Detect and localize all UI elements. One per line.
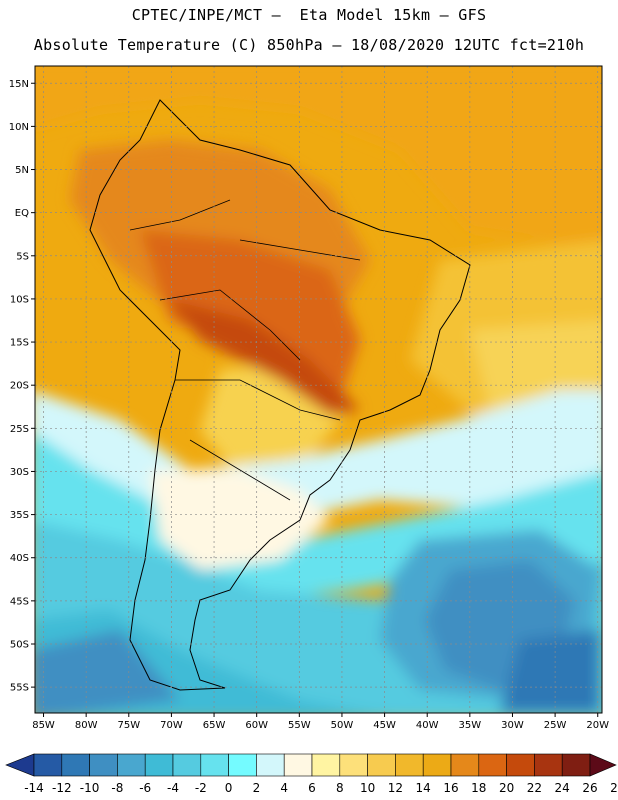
colorbar-swatch (61, 753, 90, 777)
lat-tick-label: 35S (10, 510, 29, 521)
colorbar-label: 26 (582, 781, 597, 795)
colorbar-label: 28 (610, 781, 618, 795)
lon-tick-label: 45W (373, 720, 396, 731)
lat-tick-label: 40S (10, 553, 29, 564)
temperature-field (35, 66, 602, 713)
lat-tick-label: 15N (9, 79, 29, 90)
lat-tick-label: EQ (15, 208, 29, 219)
lat-tick-label: 25S (10, 424, 29, 435)
colorbar-swatch (144, 753, 174, 777)
lon-tick-label: 80W (75, 720, 98, 731)
lat-tick-label: 20S (10, 381, 29, 392)
colorbar-swatch (506, 753, 535, 777)
lat-tick-label: 5S (16, 251, 29, 262)
lon-tick-label: 40W (416, 720, 439, 731)
colorbar-label: 2 (253, 781, 261, 795)
colorbar-label: -12 (52, 781, 72, 795)
colorbar-swatch (117, 753, 146, 777)
lon-tick-label: 20W (586, 720, 609, 731)
colorbar-label: 18 (471, 781, 486, 795)
lat-tick-label: 55S (10, 683, 29, 694)
colorbar: -14 -12 -10 -8 -6 -4 -2 0 2 4 6 8 10 12 14 16 18 20 22 24 26… (5, 753, 618, 795)
colorbar-swatch (200, 753, 229, 777)
south-america-coastline (89, 99, 471, 691)
lat-tick-label: 30S (10, 467, 29, 478)
colorbar-label: 8 (336, 781, 344, 795)
lat-tick-label: 5N (15, 165, 29, 176)
lat-tick-label: 15S (10, 338, 29, 349)
map-frame (34, 65, 603, 714)
lon-tick-label: 65W (203, 720, 226, 731)
colorbar-label: 6 (308, 781, 316, 795)
colorbar-label: 4 (280, 781, 288, 795)
colorbar-swatch (283, 753, 313, 777)
lat-tick-label: 45S (10, 596, 29, 607)
lon-tick-label: 50W (331, 720, 354, 731)
colorbar-label: 14 (416, 781, 431, 795)
colorbar-label: 0 (225, 781, 233, 795)
chart-title-variable: Absolute Temperature (C) 850hPa – 18/08/… (33, 36, 585, 54)
colorbar-label: 22 (527, 781, 542, 795)
colorbar-swatch (534, 753, 563, 777)
colorbar-label: -4 (167, 781, 179, 795)
colorbar-swatch (450, 753, 480, 777)
country-borders (129, 199, 361, 501)
lat-tick-label: 10N (9, 122, 29, 133)
colorbar-label: 10 (360, 781, 375, 795)
lat-tick-label: 10S (10, 294, 29, 305)
colorbar-swatch (33, 753, 63, 777)
colorbar-label: 12 (388, 781, 403, 795)
lon-tick-label: 75W (117, 720, 140, 731)
colorbar-label: -8 (111, 781, 123, 795)
colorbar-swatch (172, 753, 202, 777)
colorbar-swatch (422, 753, 452, 777)
colorbar-arrow-high (589, 753, 617, 777)
lon-tick-label: 30W (501, 720, 524, 731)
lon-tick-label: 25W (544, 720, 567, 731)
colorbar-swatch (228, 753, 257, 777)
colorbar-label: -2 (195, 781, 207, 795)
lon-tick-label: 55W (288, 720, 311, 731)
colorbar-swatch (311, 753, 341, 777)
colorbar-label: 20 (499, 781, 514, 795)
colorbar-swatch (89, 753, 118, 777)
colorbar-arrow-low (5, 753, 35, 777)
colorbar-label: -10 (80, 781, 100, 795)
chart-title-model: CPTEC/INPE/MCT – Eta Model 15km – GFS (131, 6, 487, 24)
colorbar-swatch (395, 753, 424, 777)
axis-ticks: 15N 10N 5N EQ 5S 10S 15S 20S 25S 30S 35S 40S 45S 50S 5… (9, 79, 609, 731)
colorbar-label: 24 (555, 781, 570, 795)
lat-tick-label: 50S (10, 639, 29, 650)
colorbar-label: 16 (443, 781, 458, 795)
colorbar-label: -14 (24, 781, 44, 795)
colorbar-swatch (339, 753, 368, 777)
colorbar-swatch (367, 753, 396, 777)
lon-tick-label: 85W (32, 720, 55, 731)
colorbar-swatch (561, 753, 591, 777)
colorbar-swatch (256, 753, 285, 777)
colorbar-label: -6 (139, 781, 151, 795)
lon-tick-label: 70W (160, 720, 183, 731)
lon-tick-label: 60W (245, 720, 268, 731)
colorbar-swatch (478, 753, 507, 777)
lon-tick-label: 35W (459, 720, 482, 731)
